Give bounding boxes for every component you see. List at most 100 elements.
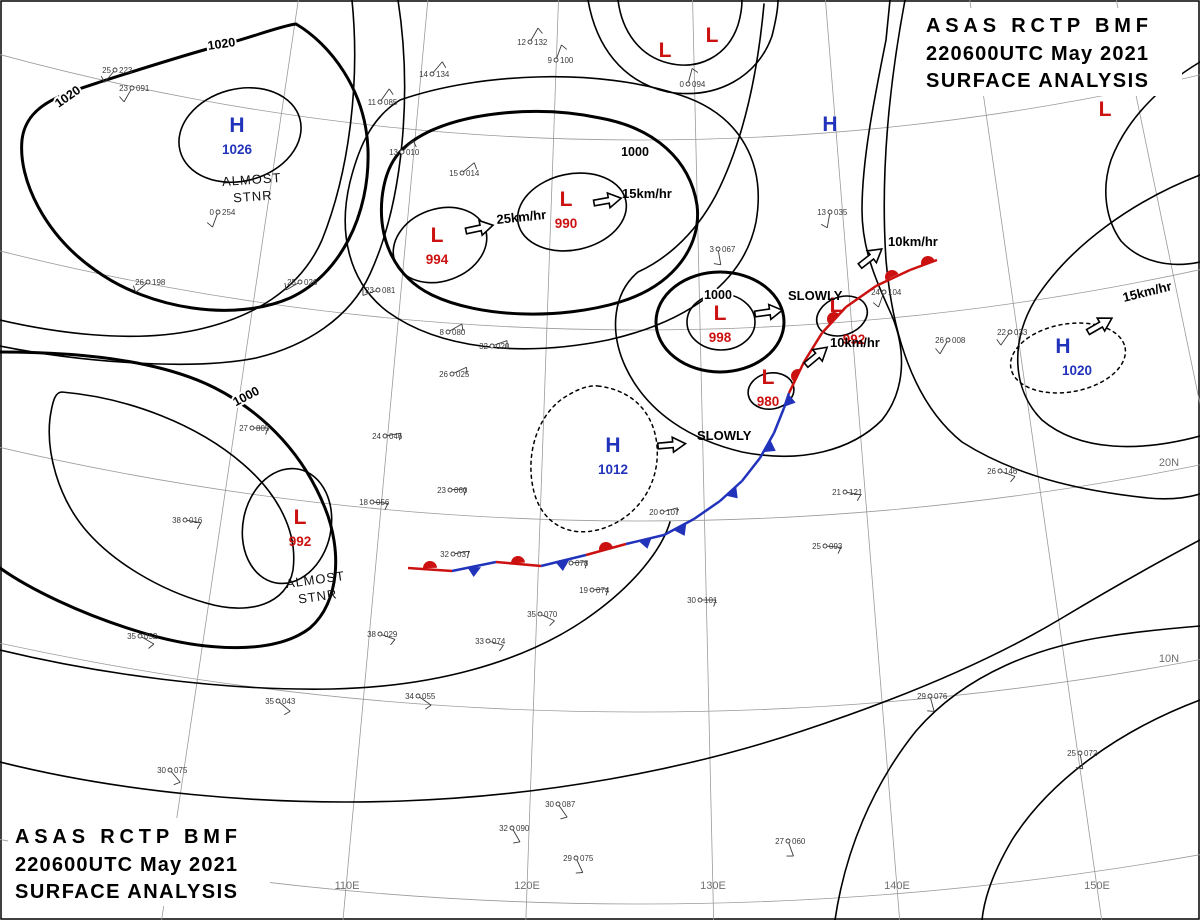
- wind-barb-feather: [927, 710, 935, 712]
- wind-barb: [451, 366, 467, 375]
- station-circle: [509, 825, 515, 831]
- station-temp: 32: [440, 550, 449, 559]
- station-temp: 23: [119, 84, 128, 93]
- wind-barb-feather: [575, 872, 583, 874]
- station-plot: 26 008: [935, 336, 966, 355]
- wind-barb: [384, 432, 401, 437]
- front-line: [845, 284, 877, 309]
- pressure-value: 1012: [598, 462, 628, 477]
- station-plot: 23 091: [119, 84, 150, 103]
- station-temp: 23: [437, 486, 446, 495]
- wind-barb-feather: [384, 503, 389, 510]
- station-group: 090: [516, 824, 530, 833]
- meridian-line: [969, 0, 1103, 920]
- wind-barb-feather: [560, 816, 568, 820]
- station-temp: 38: [172, 516, 181, 525]
- cold-front-symbol: [725, 486, 738, 499]
- isobar-h1026-inner: [178, 86, 302, 184]
- station-temp: 35: [527, 610, 536, 619]
- station-group: 078: [575, 559, 589, 568]
- wind-barb-feather: [412, 140, 417, 148]
- pressure-value: 992: [843, 332, 866, 347]
- station-plot: 26 146: [987, 467, 1018, 483]
- wind-barb: [212, 211, 219, 228]
- station-group: 072: [1084, 749, 1098, 758]
- wind-barb: [557, 803, 568, 818]
- station-plot: 27 060: [775, 837, 806, 857]
- station-plot: 13 035: [817, 208, 848, 229]
- pressure-center-h: H: [822, 113, 837, 136]
- station-temp: 33: [475, 637, 484, 646]
- station-group: 075: [174, 766, 188, 775]
- wind-barb-feather: [461, 323, 464, 331]
- station-group: 060: [792, 837, 806, 846]
- station-group: 055: [422, 692, 436, 701]
- station-group: 104: [888, 288, 902, 297]
- station-temp: 26: [935, 336, 944, 345]
- station-circle: [927, 693, 933, 699]
- pressure-symbol: L: [1099, 98, 1112, 121]
- isobar-l980-inner: [747, 372, 795, 410]
- wind-barb: [1079, 752, 1084, 769]
- pressure-center-h: H 1020: [1055, 335, 1092, 378]
- station-plot: 22 033: [996, 328, 1028, 346]
- header-backdrop: [920, 8, 1182, 96]
- wind-barb-feather: [856, 494, 862, 502]
- station-temp: 32: [499, 824, 508, 833]
- wind-barb: [169, 769, 181, 783]
- wind-barb-feather: [206, 222, 213, 228]
- station-circle: [182, 517, 188, 523]
- station-group: 121: [849, 488, 863, 497]
- pressure-value: 998: [709, 330, 732, 345]
- station-plot: 32 020: [479, 340, 510, 351]
- station-circle: [145, 279, 151, 285]
- latitude-label: 10N: [1159, 653, 1179, 665]
- wind-barb: [687, 68, 693, 85]
- pressure-symbol: L: [294, 506, 307, 529]
- station-plot: 38 016: [172, 516, 203, 530]
- wind-barb: [417, 695, 432, 706]
- cold-front-symbol: [555, 560, 569, 571]
- wind-barb-feather: [265, 427, 269, 435]
- wind-barb: [491, 340, 508, 347]
- wind-barb-feather: [425, 704, 432, 710]
- warm-front-symbol: [885, 270, 899, 280]
- station-group: 070: [544, 610, 558, 619]
- station-temp: 8: [440, 328, 445, 337]
- station-plot: 32 090: [499, 824, 530, 844]
- station-circle: [1077, 750, 1083, 756]
- station-temp: 30: [157, 766, 166, 775]
- pressure-center-l: L: [1099, 98, 1112, 121]
- edge-label-layer: 110E120E130E140E150E40N20N10N: [335, 69, 1180, 892]
- pressure-symbol: H: [822, 113, 837, 136]
- isobar-l992e-inner: [815, 295, 869, 337]
- front-line: [758, 432, 776, 459]
- pressure-symbol: H: [229, 114, 244, 137]
- meridian-line: [1115, 0, 1200, 407]
- station-group: 094: [692, 80, 706, 89]
- station-group: 100: [560, 56, 574, 65]
- meridian-line: [825, 0, 901, 920]
- wind-barb: [591, 588, 608, 591]
- station-circle: [447, 487, 453, 493]
- pressure-symbol: L: [762, 366, 775, 389]
- wind-barb-feather: [148, 643, 155, 649]
- front-line: [821, 306, 847, 334]
- station-circle: [399, 149, 405, 155]
- warm-front-symbol: [423, 561, 437, 569]
- pressure-symbol: L: [431, 224, 444, 247]
- wind-barb: [461, 162, 475, 174]
- pressure-value: 1020: [1062, 363, 1092, 378]
- wind-barb: [787, 840, 794, 857]
- movement-arrow-icon: [464, 219, 495, 237]
- cold-front-symbol: [673, 523, 687, 536]
- isobar-top-trough-2: [587, 0, 779, 95]
- isobar-l990-inner: [516, 172, 628, 252]
- isobar-value-label: 1000: [704, 288, 732, 302]
- station-temp: 18: [359, 498, 368, 507]
- station-group: 010: [406, 148, 420, 157]
- station-group: 146: [1004, 467, 1018, 476]
- wind-barb: [139, 635, 155, 645]
- station-plot: 11 085: [368, 88, 398, 107]
